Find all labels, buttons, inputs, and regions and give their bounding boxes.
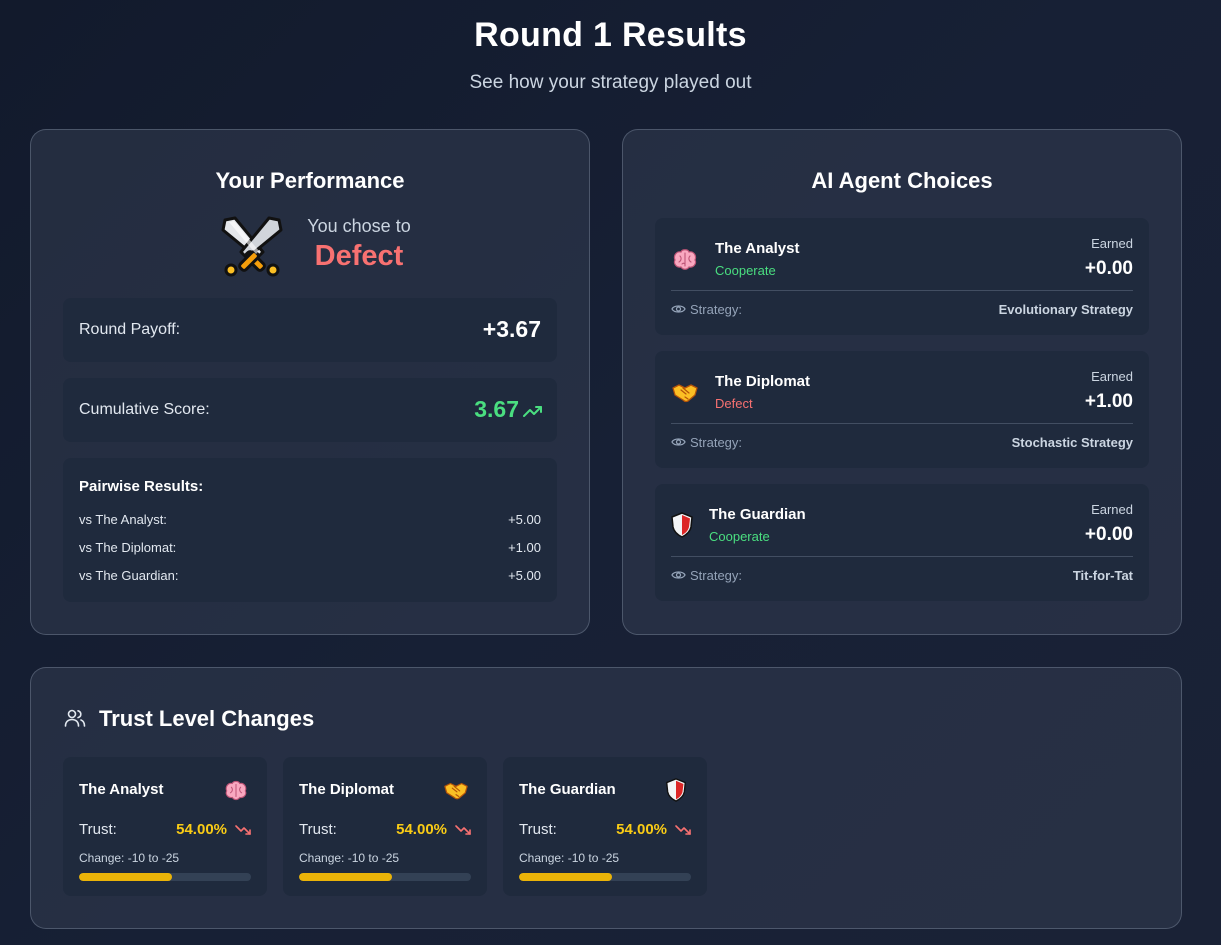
trust-card-diplomat: The Diplomat Trust: 54.00% Change: -10 t… bbox=[283, 757, 487, 896]
agent-name: The Guardian bbox=[709, 506, 806, 523]
agent-strategy: Stochastic Strategy bbox=[1011, 435, 1133, 450]
shield-icon bbox=[666, 778, 686, 802]
trust-value: 54.00% bbox=[396, 821, 447, 838]
strategy-label: Strategy: bbox=[690, 302, 743, 317]
trust-change: Change: -10 to -25 bbox=[79, 851, 180, 865]
earned-label: Earned bbox=[1091, 502, 1133, 517]
trending-down-icon bbox=[675, 825, 691, 835]
agent-choice: Defect bbox=[715, 396, 753, 411]
agent-earned-value: +0.00 bbox=[1084, 524, 1133, 545]
pairwise-row: vs The Guardian: +5.00 bbox=[79, 568, 541, 586]
agent-choice: Cooperate bbox=[709, 529, 770, 544]
round-payoff-box: Round Payoff: +3.67 bbox=[63, 298, 557, 362]
pairwise-value: +1.00 bbox=[508, 540, 541, 555]
agent-name: The Analyst bbox=[715, 240, 800, 257]
trust-heading: Trust Level Changes bbox=[99, 706, 315, 731]
earned-label: Earned bbox=[1091, 236, 1133, 251]
divider bbox=[671, 423, 1133, 424]
trust-card-guardian: The Guardian Trust: 54.00% Change: -10 t… bbox=[503, 757, 707, 896]
handshake-icon bbox=[672, 384, 698, 403]
pairwise-row: vs The Diplomat: +1.00 bbox=[79, 540, 541, 558]
trust-panel: Trust Level Changes The Analyst Trust: 5… bbox=[30, 667, 1182, 929]
trust-value: 54.00% bbox=[616, 821, 667, 838]
trust-label: Trust: bbox=[519, 821, 557, 838]
page-subtitle: See how your strategy played out bbox=[469, 72, 752, 93]
ai-agents-panel: AI Agent Choices The Analyst Cooperate E… bbox=[622, 129, 1182, 635]
trust-change: Change: -10 to -25 bbox=[299, 851, 400, 865]
cumulative-score-box: Cumulative Score: 3.67 bbox=[63, 378, 557, 442]
cumulative-score-label: Cumulative Score: bbox=[79, 401, 210, 418]
trust-progress-fill bbox=[299, 873, 392, 881]
shield-icon bbox=[671, 512, 693, 538]
trust-value: 54.00% bbox=[176, 821, 227, 838]
eye-icon bbox=[671, 571, 686, 579]
trust-progress-bar bbox=[79, 873, 251, 881]
earned-label: Earned bbox=[1091, 369, 1133, 384]
trust-change: Change: -10 to -25 bbox=[519, 851, 620, 865]
performance-heading: Your Performance bbox=[215, 168, 405, 193]
trust-agent-name: The Analyst bbox=[79, 781, 164, 798]
agent-earned-value: +0.00 bbox=[1084, 258, 1133, 279]
pairwise-label: vs The Analyst: bbox=[79, 512, 167, 527]
trust-agent-name: The Guardian bbox=[519, 781, 616, 798]
cumulative-score-value: 3.67 bbox=[474, 396, 519, 422]
pairwise-value: +5.00 bbox=[508, 512, 541, 527]
brain-icon bbox=[673, 249, 697, 270]
agent-card-diplomat: The Diplomat Defect Earned +1.00 Strateg… bbox=[655, 351, 1149, 468]
ai-agents-heading: AI Agent Choices bbox=[811, 168, 993, 193]
round-payoff-value: +3.67 bbox=[482, 316, 541, 342]
agent-earned-value: +1.00 bbox=[1084, 391, 1133, 412]
agent-strategy: Tit-for-Tat bbox=[1072, 568, 1133, 583]
trust-label: Trust: bbox=[299, 821, 337, 838]
round-payoff-label: Round Payoff: bbox=[79, 321, 181, 338]
pairwise-value: +5.00 bbox=[508, 568, 541, 583]
trust-progress-fill bbox=[519, 873, 612, 881]
trust-progress-fill bbox=[79, 873, 172, 881]
users-icon bbox=[64, 709, 86, 727]
handshake-icon bbox=[444, 782, 468, 800]
trust-card-analyst: The Analyst Trust: 54.00% Change: -10 to… bbox=[63, 757, 267, 896]
performance-panel: Your Performance You chose to Defect Rou… bbox=[30, 129, 590, 635]
pairwise-label: vs The Guardian: bbox=[79, 568, 179, 583]
divider bbox=[671, 556, 1133, 557]
crossed-swords-icon bbox=[221, 216, 283, 277]
strategy-label: Strategy: bbox=[690, 568, 743, 583]
trust-label: Trust: bbox=[79, 821, 117, 838]
trust-progress-bar bbox=[519, 873, 691, 881]
strategy-label: Strategy: bbox=[690, 435, 743, 450]
pairwise-title: Pairwise Results: bbox=[79, 478, 204, 495]
pairwise-label: vs The Diplomat: bbox=[79, 540, 177, 555]
trending-down-icon bbox=[455, 825, 471, 835]
eye-icon bbox=[671, 305, 686, 313]
page-title: Round 1 Results bbox=[474, 16, 747, 54]
chose-label: You chose to bbox=[307, 216, 411, 236]
agent-choice: Cooperate bbox=[715, 263, 776, 278]
pairwise-results-box: Pairwise Results: vs The Analyst: +5.00 … bbox=[63, 458, 557, 602]
player-choice: Defect bbox=[314, 240, 404, 272]
agent-name: The Diplomat bbox=[715, 373, 811, 390]
agent-card-analyst: The Analyst Cooperate Earned +0.00 Strat… bbox=[655, 218, 1149, 335]
divider bbox=[671, 290, 1133, 291]
agent-card-guardian: The Guardian Cooperate Earned +0.00 Stra… bbox=[655, 484, 1149, 601]
eye-icon bbox=[671, 438, 686, 446]
agent-strategy: Evolutionary Strategy bbox=[998, 302, 1133, 317]
trending-down-icon bbox=[235, 825, 251, 835]
trust-progress-bar bbox=[299, 873, 471, 881]
trending-up-icon bbox=[523, 406, 542, 417]
brain-icon bbox=[225, 780, 247, 801]
trust-agent-name: The Diplomat bbox=[299, 781, 395, 798]
pairwise-row: vs The Analyst: +5.00 bbox=[79, 512, 541, 530]
